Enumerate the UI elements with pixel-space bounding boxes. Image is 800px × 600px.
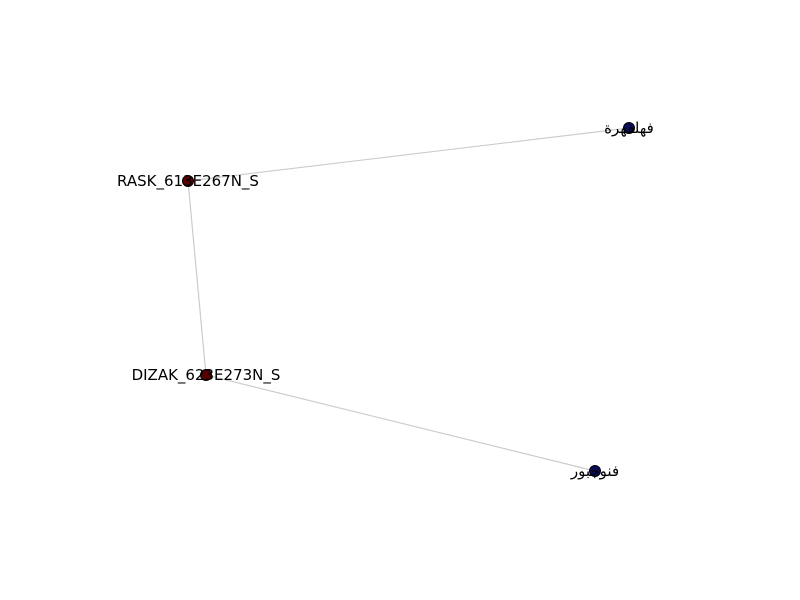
node-fahlfahra[interactable] [623,122,635,134]
node-label-fahlfahra: فهلفهرة [604,119,654,137]
edges-layer [187,127,630,472]
node-label-rask: RASK_613E267N_S [117,172,259,191]
nodes-layer [182,122,635,477]
edge-rask-fahlfahra [187,127,630,182]
node-rask[interactable] [182,175,194,187]
labels-layer: RASK_613E267N_S DIZAK_623E273N_S فهلفهرة فن… [117,119,654,480]
node-dizak[interactable] [200,369,212,381]
node-label-dizak: DIZAK_623E273N_S [132,366,281,385]
edge-dizak-fanooj [205,374,596,472]
node-label-fanooj: فنوجبور [570,462,619,480]
edge-rask-dizak [187,180,207,376]
node-fanooj[interactable] [589,465,601,477]
